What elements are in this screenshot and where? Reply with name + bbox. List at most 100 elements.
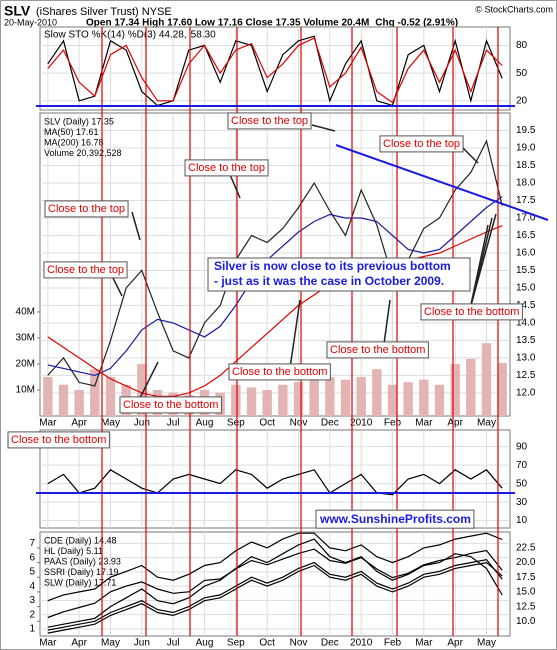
series-line xyxy=(47,548,503,619)
y-tick-label: 30M xyxy=(16,333,35,344)
series-line xyxy=(47,139,503,387)
x-tick-label: 2010 xyxy=(350,638,373,649)
volume-bar xyxy=(105,376,116,416)
x-tick-label: Oct xyxy=(259,418,275,429)
callout-line: - just as it was the case in October 200… xyxy=(214,274,444,288)
annotation-box xyxy=(315,509,475,529)
annotation-box xyxy=(420,303,523,321)
series-line xyxy=(47,538,503,628)
y-tick-label: 15.0 xyxy=(516,283,536,294)
y-tick-label: 30 xyxy=(516,497,528,508)
y-tick-label: 17.5 xyxy=(516,572,536,583)
quote-date: 20-May-2010 xyxy=(4,17,57,27)
x-tick-label: Apr xyxy=(447,638,463,649)
y-tick-label: 10M xyxy=(16,385,35,396)
series-line xyxy=(47,469,503,496)
x-tick-label: Jun xyxy=(134,418,150,429)
annotation-box xyxy=(184,159,269,177)
legend-entry: Slow STO %K(14) %D(3) 44.28, xyxy=(44,30,187,41)
volume-bar xyxy=(90,369,100,416)
volume-bar xyxy=(293,382,304,416)
y-tick-label: 70 xyxy=(516,460,528,471)
x-tick-label: Dec xyxy=(321,418,339,429)
y-tick-label: 22.5 xyxy=(516,543,536,554)
arrow xyxy=(383,299,391,345)
y-tick-label: 50 xyxy=(516,478,528,489)
arrow xyxy=(311,124,336,132)
volume-bar xyxy=(325,376,335,416)
credit: © StockCharts.com xyxy=(475,4,553,14)
callout-box xyxy=(207,257,471,292)
annotation: Close to the top xyxy=(383,138,460,150)
x-tick-label: Jul xyxy=(167,418,180,429)
volume-bar xyxy=(58,384,69,416)
series-line xyxy=(47,558,503,631)
y-tick-label: 2 xyxy=(29,609,35,620)
x-tick-label: May xyxy=(101,418,120,429)
volume-bar xyxy=(434,384,445,416)
y-tick-label: 90 xyxy=(516,441,528,452)
y-tick-label: 17.0 xyxy=(516,213,536,224)
x-tick-label: Mar xyxy=(415,418,433,429)
quote-change: Chg -0.52 (2.91%) xyxy=(375,18,458,29)
x-tick-label: Nov xyxy=(290,638,308,649)
legend-entry: HL (Daily) 5.11 xyxy=(44,546,103,556)
x-tick-label: Mar xyxy=(39,418,57,429)
series-line xyxy=(47,561,503,634)
x-tick-label: 2010 xyxy=(350,418,373,429)
series-line xyxy=(47,196,503,377)
y-tick-label: 80 xyxy=(516,40,528,51)
arrow xyxy=(469,213,497,310)
arrow xyxy=(139,361,159,399)
volume-bar xyxy=(419,379,429,416)
volume-bar xyxy=(372,369,382,416)
volume-bar xyxy=(497,362,507,416)
x-tick-label: Mar xyxy=(415,638,433,649)
x-tick-label: May xyxy=(101,638,120,649)
y-tick-label: 3 xyxy=(29,595,35,606)
y-tick-label: 13.0 xyxy=(516,353,536,364)
y-tick-label: 20M xyxy=(16,359,35,370)
y-tick-label: 17.5 xyxy=(516,195,536,206)
volume-bar xyxy=(74,389,84,416)
x-tick-label: Jun xyxy=(134,638,150,649)
volume-bar xyxy=(137,363,147,416)
quote: Open 17.34 High 17.60 Low 17.16 Close 17… xyxy=(86,18,369,29)
annotation-box xyxy=(326,341,429,359)
y-tick-label: 19.0 xyxy=(516,143,536,154)
x-tick-label: Aug xyxy=(196,638,214,649)
series-line xyxy=(47,35,503,107)
volume-bar xyxy=(340,379,351,416)
annotation-box xyxy=(228,363,331,381)
annotation: Close to the top xyxy=(231,115,308,127)
x-tick-label: Mar xyxy=(39,638,57,649)
y-tick-label: 13.5 xyxy=(516,335,536,346)
y-tick-label: 12.5 xyxy=(516,370,536,381)
y-tick-label: 6 xyxy=(29,552,35,563)
arrow xyxy=(131,211,141,241)
volume-bar xyxy=(262,389,272,416)
trend-line xyxy=(335,144,549,221)
y-tick-label: 14.0 xyxy=(516,318,536,329)
x-tick-label: Feb xyxy=(384,418,402,429)
x-tick-label: May xyxy=(477,638,496,649)
legend-entry: CDE (Daily) 14.48 xyxy=(44,535,117,545)
annotation: Close to the bottom xyxy=(232,366,327,378)
legend-entry: MA(50) 17.61 xyxy=(44,127,99,137)
legend-entry: SLV (Daily) 17.35 xyxy=(44,116,114,126)
series-line xyxy=(47,225,503,397)
annotation: www.SunshineProfits.com xyxy=(319,512,471,526)
annotation: Close to the bottom xyxy=(11,434,106,446)
y-tick-label: 1 xyxy=(29,624,35,635)
x-tick-label: Jul xyxy=(167,638,180,649)
y-tick-label: 15.5 xyxy=(516,265,536,276)
x-tick-label: May xyxy=(477,418,496,429)
annotation: Close to the top xyxy=(48,203,125,215)
y-tick-label: 7 xyxy=(29,538,35,549)
legend-entry: SSRI (Daily) 17.19 xyxy=(44,567,119,577)
volume-bar xyxy=(309,363,319,416)
annotation: Close to the bottom xyxy=(330,344,425,356)
annotation-box xyxy=(379,135,464,153)
annotation: Close to the top xyxy=(47,264,124,276)
